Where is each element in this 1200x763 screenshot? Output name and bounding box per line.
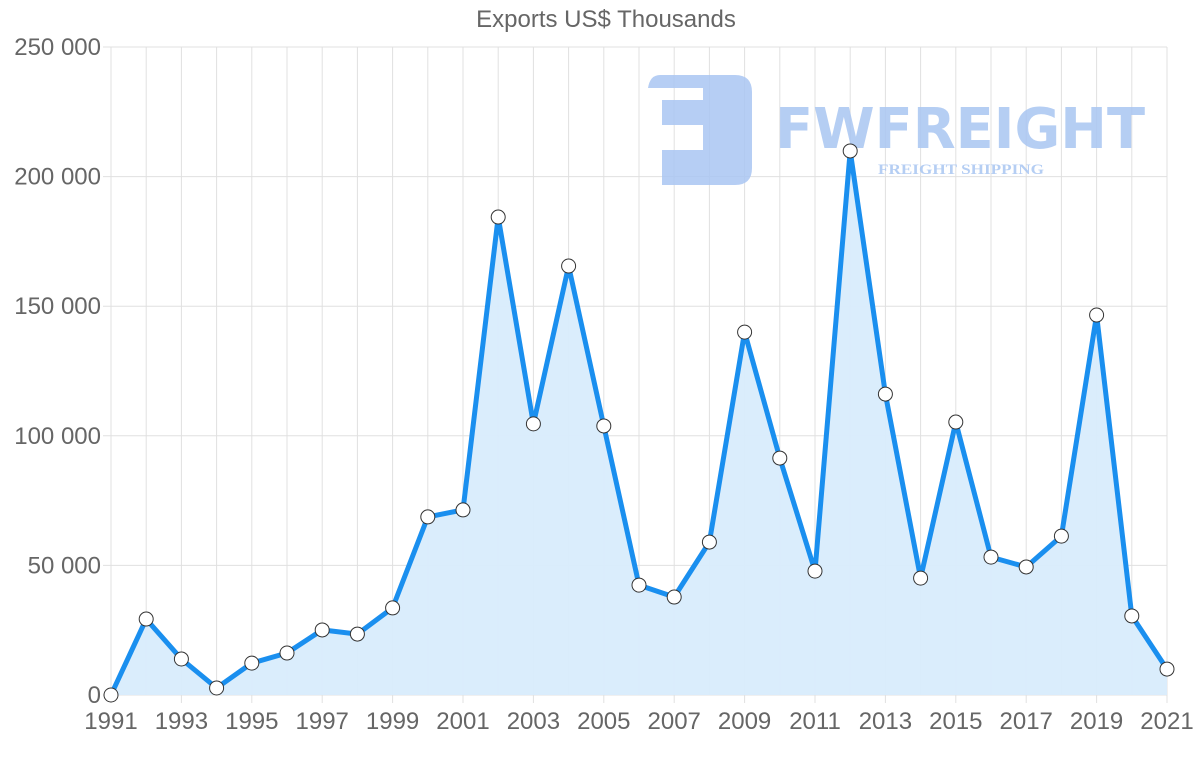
data-point-marker[interactable] [737,324,753,340]
data-point-marker[interactable] [173,651,189,667]
y-tick-label: 50 000 [28,552,101,579]
data-point-marker[interactable] [807,563,823,579]
data-point-marker[interactable] [913,570,929,586]
data-point-marker[interactable] [209,680,225,696]
logo-tagline-text: FREIGHT SHIPPING [878,162,1044,178]
x-tick-label: 2013 [859,708,912,735]
x-tick-label: 1999 [366,708,419,735]
data-point-marker[interactable] [420,509,436,525]
data-point-marker[interactable] [666,589,682,605]
data-point-marker[interactable] [314,622,330,638]
area-fill [111,150,1167,695]
x-tick-label: 1993 [155,708,208,735]
data-point-marker[interactable] [1124,608,1140,624]
x-tick-label: 1997 [296,708,349,735]
x-tick-label: 2005 [577,708,630,735]
x-tick-label: 2017 [1000,708,1053,735]
chart-title: Exports US$ Thousands [476,6,736,33]
data-point-marker[interactable] [1018,559,1034,575]
data-markers [103,143,1175,703]
x-tick-label: 1995 [225,708,278,735]
y-axis: 0 50 000 100 000 150 000 200 000 250 000 [14,34,101,709]
data-point-marker[interactable] [596,418,612,434]
data-point-marker[interactable] [948,414,964,430]
data-point-marker[interactable] [1159,661,1175,677]
data-point-marker[interactable] [877,386,893,402]
x-tick-label: 2019 [1070,708,1123,735]
y-tick-label: 150 000 [14,293,101,320]
logo-brand-text: FWFREIGHT [775,97,1145,162]
data-point-marker[interactable] [279,645,295,661]
y-tick-label: 0 [88,682,101,709]
data-point-marker[interactable] [525,416,541,432]
fwfreight-watermark-logo: FWFREIGHT FREIGHT SHIPPING [648,75,1145,185]
data-point-marker[interactable] [244,655,260,671]
x-tick-label: 2007 [648,708,701,735]
x-tick-label: 2011 [789,708,841,735]
data-point-marker[interactable] [490,209,506,225]
x-tick-label: 2009 [718,708,771,735]
x-tick-label: 2015 [929,708,982,735]
data-point-marker[interactable] [772,450,788,466]
y-tick-label: 250 000 [14,34,101,61]
data-point-marker[interactable] [842,143,858,159]
data-point-marker[interactable] [631,577,647,593]
data-point-marker[interactable] [385,600,401,616]
data-point-marker[interactable] [1089,307,1105,323]
x-tick-label: 2003 [507,708,560,735]
data-point-marker[interactable] [455,502,471,518]
data-point-marker[interactable] [701,534,717,550]
data-point-marker[interactable] [983,549,999,565]
x-tick-label: 1991 [84,708,137,735]
y-tick-label: 100 000 [14,423,101,450]
data-point-marker[interactable] [138,611,154,627]
data-point-marker[interactable] [349,626,365,642]
x-tick-label: 2001 [436,708,489,735]
x-axis: 1991 1993 1995 1997 1999 2001 2003 2005 2007 2009… [84,708,1193,735]
x-tick-label: 2021 [1140,708,1193,735]
data-point-marker[interactable] [103,687,119,703]
data-point-marker[interactable] [1053,528,1069,544]
logo-icon [648,75,752,185]
data-point-marker[interactable] [561,258,577,274]
y-tick-label: 200 000 [14,164,101,191]
